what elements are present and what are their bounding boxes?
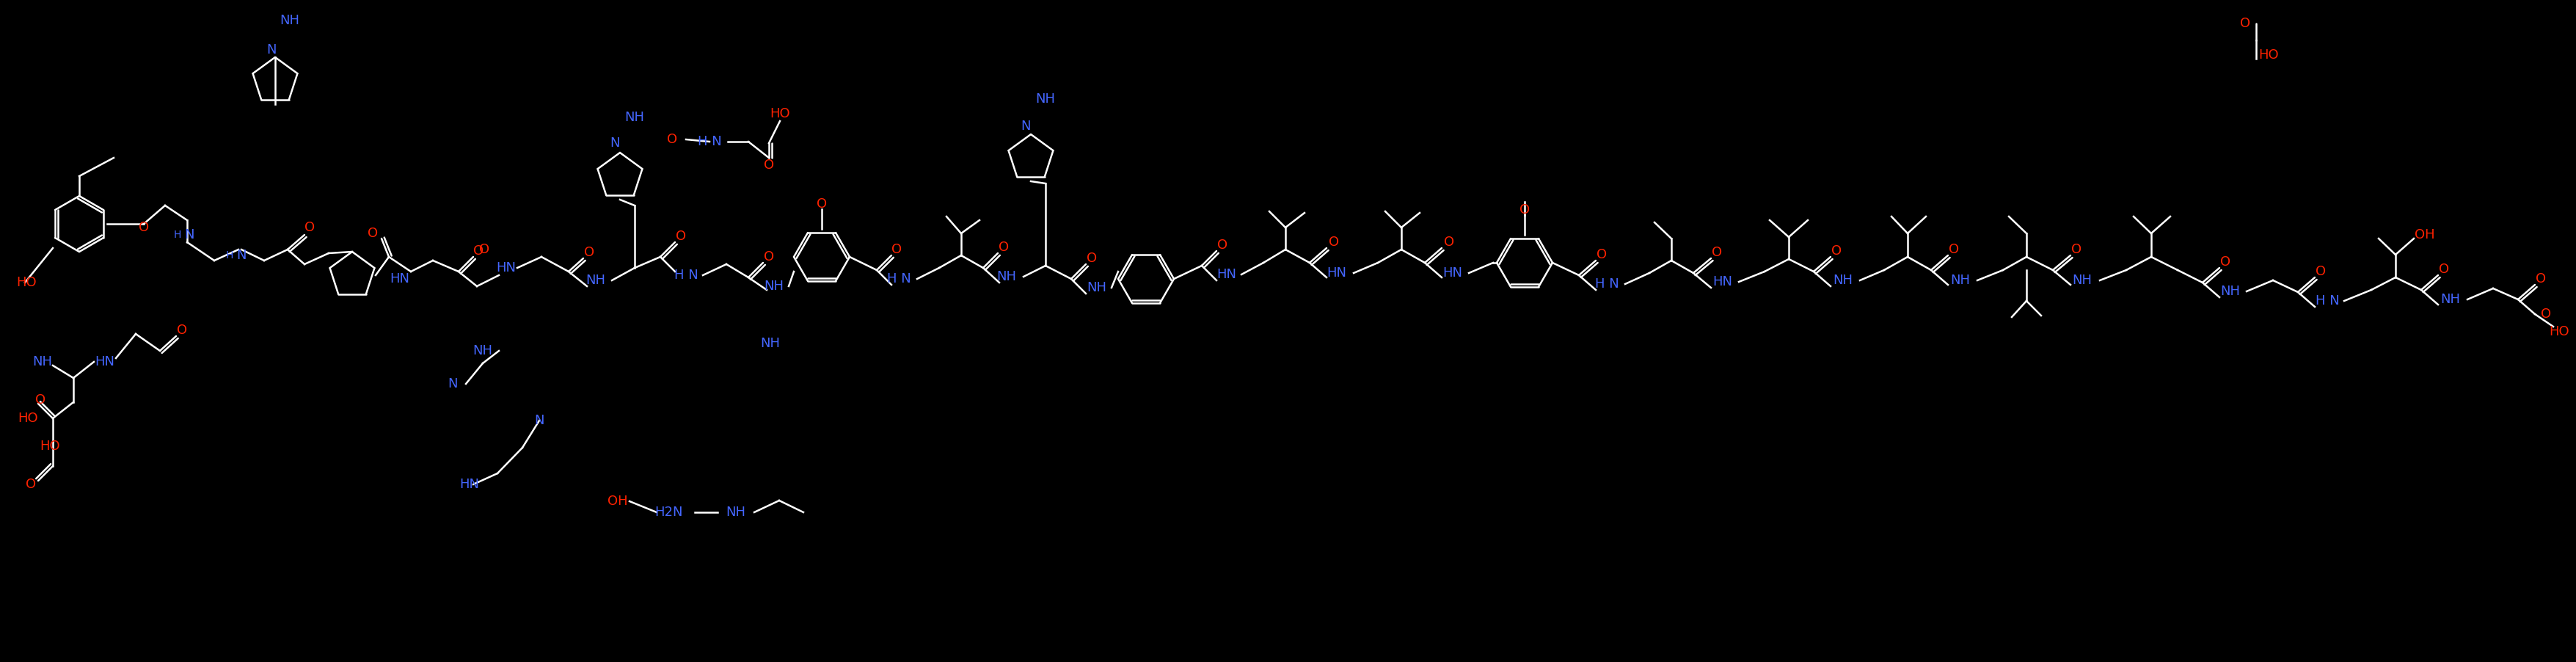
Text: HN: HN (497, 261, 515, 275)
Text: O: O (817, 197, 827, 211)
Text: NH: NH (760, 337, 781, 350)
Text: O: O (2316, 265, 2326, 278)
Text: N: N (611, 136, 621, 150)
Text: O: O (1443, 236, 1453, 249)
Text: O: O (2071, 243, 2081, 256)
Text: O: O (762, 158, 773, 171)
Text: H N: H N (2316, 295, 2339, 308)
Text: HN: HN (1327, 266, 1347, 279)
Text: NH: NH (33, 355, 52, 369)
Text: O: O (1520, 203, 1530, 216)
Text: NH: NH (1832, 274, 1852, 287)
Text: O: O (26, 478, 36, 491)
Text: H N: H N (886, 272, 909, 285)
Text: HN: HN (1216, 268, 1236, 281)
Text: O: O (762, 250, 773, 263)
Text: N: N (265, 43, 276, 56)
Text: N: N (448, 377, 459, 391)
Text: HN: HN (1443, 266, 1463, 279)
Text: HO: HO (18, 412, 39, 425)
Text: H N: H N (1595, 277, 1618, 291)
Text: N: N (185, 228, 193, 242)
Text: O: O (474, 244, 484, 258)
Text: O: O (2221, 256, 2231, 269)
Text: O: O (1087, 252, 1097, 265)
Text: O: O (2540, 308, 2550, 320)
Text: H N: H N (675, 269, 698, 282)
Text: H: H (173, 230, 180, 240)
Text: HN: HN (459, 478, 479, 491)
Text: O: O (2239, 17, 2249, 30)
Text: N: N (1020, 120, 1030, 133)
Text: NH: NH (2071, 274, 2092, 287)
Text: OH: OH (2414, 228, 2434, 242)
Text: OH: OH (608, 495, 629, 508)
Text: NH: NH (765, 279, 783, 293)
Text: H2N: H2N (654, 506, 683, 519)
Text: O: O (585, 246, 595, 259)
Text: O: O (1329, 236, 1340, 249)
Text: HO: HO (770, 107, 791, 120)
Text: O: O (479, 243, 489, 256)
Text: HO: HO (2548, 325, 2568, 338)
Text: H N: H N (698, 135, 721, 148)
Text: NH: NH (997, 270, 1018, 283)
Text: O: O (2535, 272, 2545, 285)
Text: O: O (139, 221, 149, 234)
Text: O: O (1216, 238, 1226, 252)
Text: NH: NH (585, 274, 605, 287)
Text: NH: NH (726, 506, 744, 519)
Text: H: H (227, 250, 234, 261)
Text: O: O (1832, 244, 1842, 258)
Text: HO: HO (15, 276, 36, 289)
Text: O: O (304, 221, 314, 234)
Text: HN: HN (1713, 275, 1731, 289)
Text: NH: NH (2439, 293, 2460, 306)
Text: NH: NH (1087, 281, 1108, 295)
Text: HN: HN (95, 355, 116, 369)
Text: O: O (891, 243, 902, 256)
Text: HO: HO (39, 440, 59, 453)
Text: N: N (237, 249, 247, 262)
Text: NH: NH (623, 111, 644, 124)
Text: O: O (36, 393, 46, 406)
Text: NH: NH (1036, 93, 1056, 106)
Text: O: O (1710, 246, 1721, 259)
Text: O: O (1597, 248, 1607, 261)
Text: O: O (178, 324, 188, 337)
Text: O: O (999, 241, 1010, 254)
Text: NH: NH (474, 344, 492, 357)
Text: HN: HN (389, 272, 410, 285)
Text: HO: HO (2257, 48, 2277, 62)
Text: N: N (533, 414, 544, 427)
Text: O: O (2437, 263, 2447, 276)
Text: NH: NH (281, 14, 299, 27)
Text: O: O (675, 230, 685, 243)
Text: O: O (667, 133, 677, 146)
Text: NH: NH (2221, 285, 2239, 298)
Text: NH: NH (1950, 274, 1971, 287)
Text: O: O (368, 227, 379, 240)
Text: O: O (1947, 243, 1958, 256)
